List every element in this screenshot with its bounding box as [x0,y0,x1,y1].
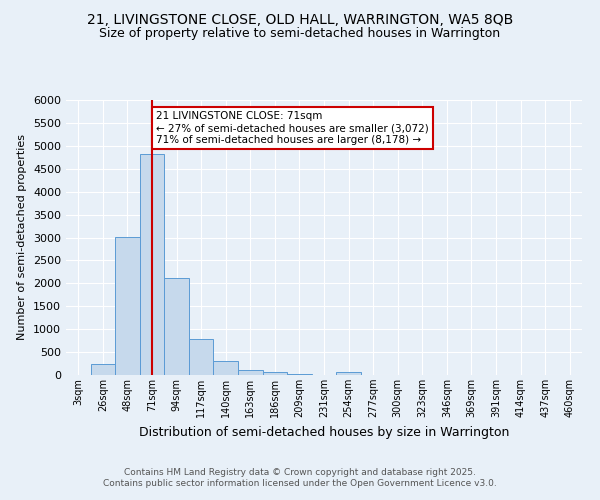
Text: 21 LIVINGSTONE CLOSE: 71sqm
← 27% of semi-detached houses are smaller (3,072)
71: 21 LIVINGSTONE CLOSE: 71sqm ← 27% of sem… [155,112,428,144]
Bar [140,154,164,375]
Y-axis label: Number of semi-detached properties: Number of semi-detached properties [17,134,28,340]
Bar [91,364,115,375]
Text: Contains HM Land Registry data © Crown copyright and database right 2025.
Contai: Contains HM Land Registry data © Crown c… [103,468,497,487]
X-axis label: Distribution of semi-detached houses by size in Warrington: Distribution of semi-detached houses by … [139,426,509,438]
Text: Size of property relative to semi-detached houses in Warrington: Size of property relative to semi-detach… [100,28,500,40]
Bar [115,236,140,375]
Text: 21, LIVINGSTONE CLOSE, OLD HALL, WARRINGTON, WA5 8QB: 21, LIVINGSTONE CLOSE, OLD HALL, WARRING… [87,12,513,26]
Bar [336,372,361,375]
Bar [214,361,238,375]
Bar [238,370,263,375]
Bar [164,278,189,375]
Bar [287,374,312,375]
Bar [263,372,287,375]
Bar [189,339,214,375]
